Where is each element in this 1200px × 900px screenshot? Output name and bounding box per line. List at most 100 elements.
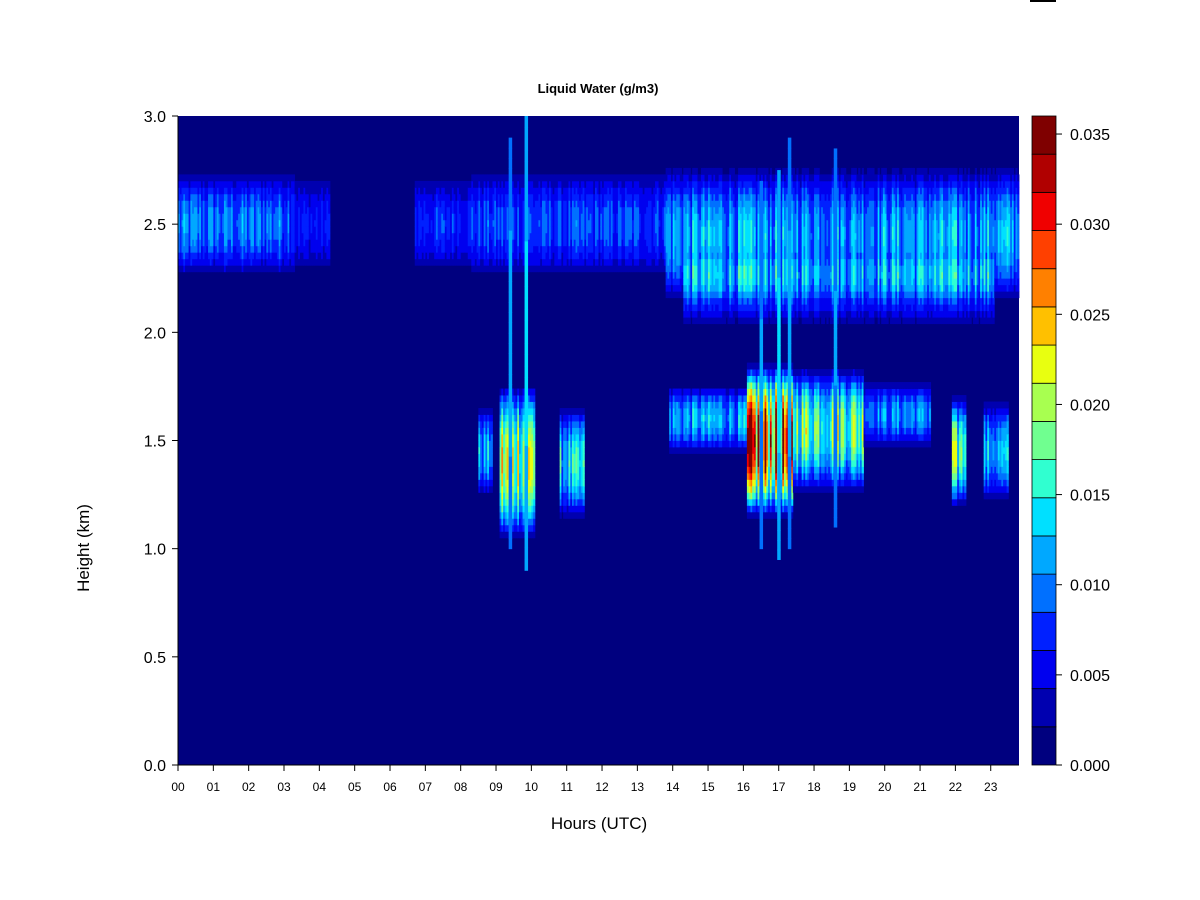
heatmap-cell [517,180,520,188]
heatmap-cell [658,174,661,182]
heatmap-cell [658,232,661,240]
heatmap-cell [492,245,495,253]
heatmap-cell [294,180,297,188]
heatmap-cell [543,239,546,247]
heatmap-cell [284,258,287,266]
heatmap-cell [478,226,481,234]
heatmap-cell [559,174,562,182]
heatmap-cell [520,427,523,435]
heatmap-cell [518,265,522,273]
heatmap-cell [232,174,235,182]
heatmap-cell [566,479,569,487]
heatmap-cell [328,193,331,201]
heatmap-cell [292,200,296,208]
heatmap-cell [204,265,207,273]
heatmap-cell [443,232,446,240]
heatmap-cell [573,485,576,493]
heatmap-cell [639,200,642,208]
heatmap-cell [621,206,624,214]
heatmap-cell [550,252,553,260]
heatmap-cell [637,174,640,182]
heatmap-cell [271,258,274,266]
heatmap-cell [227,213,230,221]
heatmap-cell [646,219,649,227]
heatmap-cell [483,232,486,240]
heatmap-cell [531,408,534,415]
heatmap-cell [651,265,654,273]
heatmap-cell [594,180,598,188]
heatmap-cell [541,200,545,208]
heatmap-cell [527,511,530,519]
heatmap-cell [497,258,500,266]
heatmap-cell [322,200,326,208]
heatmap-cell [414,180,417,188]
heatmap-cell [533,531,536,539]
heatmap-cell [559,239,562,247]
heatmap-cell [199,193,202,201]
heatmap-cell [481,427,485,435]
heatmap-cell [577,213,580,221]
heatmap-cell [483,239,486,247]
heatmap-cell [646,239,649,247]
heatmap-cell [257,239,260,247]
heatmap-cell [503,492,506,500]
heatmap-cell [602,193,605,201]
heatmap-cell [253,232,257,240]
heatmap-cell [471,252,474,260]
heatmap-cell [501,531,504,539]
heatmap-cell [305,245,308,253]
heatmap-cell [448,239,451,247]
heatmap-cell [549,258,552,266]
heatmap-cell [658,193,661,201]
heatmap-cell [533,206,536,214]
heatmap-cell [193,213,197,221]
heatmap-cell [319,239,322,247]
heatmap-cell [451,239,455,247]
heatmap-cell [485,187,488,195]
heatmap-cell [501,395,504,402]
heatmap-cell [483,472,486,480]
heatmap-cell [573,265,576,273]
heatmap-cell [465,258,469,266]
heatmap-cell [593,174,596,182]
heatmap-cell [266,193,269,201]
heatmap-cell [481,232,485,240]
heatmap-cell [469,187,472,195]
heatmap-cell [305,239,308,247]
heatmap-cell [483,479,486,487]
heatmap-cell [511,193,515,201]
heatmap-cell [499,395,502,402]
heatmap-cell [483,187,486,195]
heatmap-cell [455,252,458,260]
heatmap-cell [626,245,629,253]
heatmap-cell [619,200,622,208]
heatmap-cell [522,245,525,253]
heatmap-cell [485,466,488,474]
heatmap-cell [637,193,640,201]
heatmap-cell [255,239,258,247]
heatmap-cell [531,388,534,396]
heatmap-cell [632,206,635,214]
heatmap-cell [522,252,525,260]
heatmap-cell [298,180,301,188]
heatmap-cell [314,180,317,188]
heatmap-cell [655,219,658,227]
heatmap-cell [602,265,605,273]
heatmap-cell [630,252,633,260]
heatmap-cell [296,258,299,266]
heatmap-cell [602,187,605,195]
heatmap-cell [570,421,573,428]
heatmap-cell [178,226,181,234]
heatmap-cell [596,219,599,227]
heatmap-cell [276,239,280,247]
heatmap-cell [653,265,656,273]
heatmap-cell [268,187,271,195]
heatmap-cell [584,239,587,247]
heatmap-cell [656,200,659,208]
heatmap-cell [193,239,197,247]
heatmap-cell [658,180,661,188]
heatmap-cell [580,232,583,240]
heatmap-cell [245,252,248,260]
heatmap-cell [282,265,285,273]
heatmap-cell [227,180,230,188]
